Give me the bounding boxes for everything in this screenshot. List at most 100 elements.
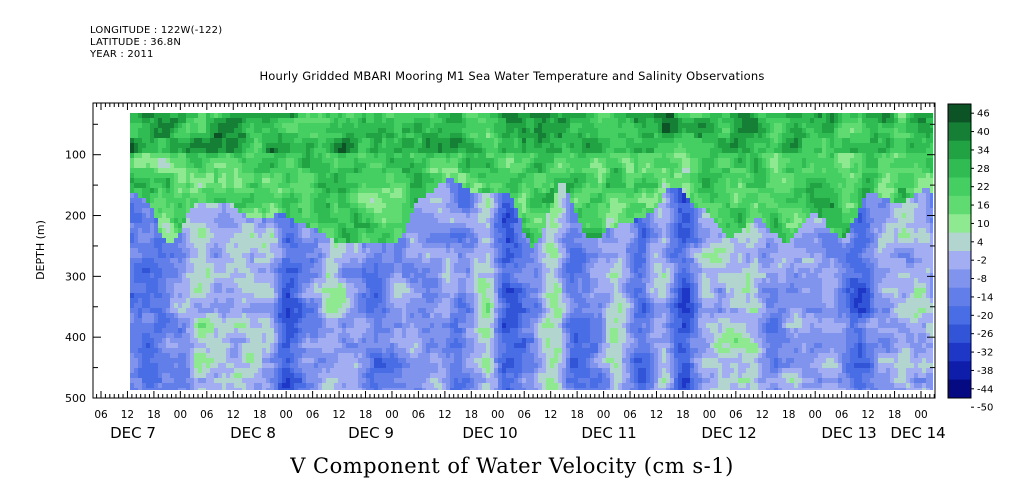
heatmap-cell	[354, 243, 358, 248]
heatmap-cell	[346, 228, 350, 233]
heatmap-cell	[170, 293, 174, 298]
heatmap-cell	[150, 348, 154, 353]
heatmap-cell	[214, 203, 218, 208]
heatmap-cell	[418, 268, 422, 273]
heatmap-cell	[414, 168, 418, 173]
heatmap-cell	[238, 168, 242, 173]
heatmap-cell	[418, 253, 422, 258]
heatmap-cell	[310, 143, 314, 148]
heatmap-cell	[138, 113, 142, 118]
heatmap-cell	[394, 123, 398, 128]
heatmap-cell	[398, 338, 402, 343]
heatmap-cell	[462, 353, 466, 358]
heatmap-cell	[482, 363, 486, 368]
heatmap-cell	[466, 353, 470, 358]
heatmap-cell	[366, 153, 370, 158]
heatmap-cell	[398, 153, 402, 158]
heatmap-cell	[402, 138, 406, 143]
heatmap-cell	[334, 318, 338, 323]
heatmap-cell	[138, 288, 142, 293]
heatmap-cell	[278, 258, 282, 263]
heatmap-cell	[322, 313, 326, 318]
heatmap-cell	[474, 323, 478, 328]
heatmap-cell	[278, 128, 282, 133]
heatmap-cell	[302, 153, 306, 158]
heatmap-cell	[138, 348, 142, 353]
heatmap-cell	[398, 233, 402, 238]
heatmap-cell	[286, 293, 290, 298]
heatmap-cell	[482, 208, 486, 213]
heatmap-cell	[354, 193, 358, 198]
heatmap-cell	[166, 203, 170, 208]
heatmap-cell	[134, 273, 138, 278]
heatmap-cell	[286, 363, 290, 368]
heatmap-cell	[386, 338, 390, 343]
heatmap-cell	[306, 163, 310, 168]
heatmap-cell	[330, 373, 334, 378]
heatmap-cell	[410, 388, 414, 390]
heatmap-cell	[350, 253, 354, 258]
heatmap-cell	[246, 118, 250, 123]
heatmap-cell	[254, 228, 258, 233]
heatmap-cell	[238, 153, 242, 158]
heatmap-cell	[426, 123, 430, 128]
heatmap-cell	[302, 233, 306, 238]
heatmap-cell	[446, 373, 450, 378]
heatmap-cell	[214, 143, 218, 148]
heatmap-cell	[386, 243, 390, 248]
heatmap-cell	[354, 288, 358, 293]
heatmap-cell	[154, 203, 158, 208]
heatmap-cell	[134, 148, 138, 153]
heatmap-cell	[442, 383, 446, 388]
heatmap-cell	[254, 118, 258, 123]
heatmap-cell	[134, 318, 138, 323]
heatmap-cell	[302, 343, 306, 348]
heatmap-cell	[170, 363, 174, 368]
heatmap-cell	[218, 178, 222, 183]
heatmap-cell	[230, 358, 234, 363]
heatmap-cell	[370, 283, 374, 288]
heatmap-cell	[310, 173, 314, 178]
heatmap-cell	[442, 338, 446, 343]
heatmap-cell	[210, 288, 214, 293]
heatmap-cell	[394, 353, 398, 358]
heatmap-cell	[410, 273, 414, 278]
heatmap-cell	[274, 138, 278, 143]
heatmap-cell	[150, 203, 154, 208]
heatmap-cell	[154, 293, 158, 298]
heatmap-cell	[154, 248, 158, 253]
heatmap-cell	[262, 268, 266, 273]
heatmap-cell	[314, 293, 318, 298]
heatmap-cell	[274, 123, 278, 128]
heatmap-cell	[250, 303, 254, 308]
heatmap-cell	[218, 308, 222, 313]
heatmap-cell	[478, 298, 482, 303]
heatmap-cell	[370, 323, 374, 328]
heatmap-cell	[174, 288, 178, 293]
heatmap-cell	[334, 373, 338, 378]
heatmap-cell	[198, 133, 202, 138]
heatmap-cell	[290, 123, 294, 128]
heatmap-cell	[326, 273, 330, 278]
heatmap-cell	[150, 158, 154, 163]
heatmap-cell	[338, 368, 342, 373]
heatmap-cell	[434, 348, 438, 353]
heatmap-cell	[470, 183, 474, 188]
heatmap-cell	[358, 313, 362, 318]
heatmap-cell	[422, 293, 426, 298]
heatmap-cell	[318, 218, 322, 223]
heatmap-cell	[422, 298, 426, 303]
heatmap-cell	[374, 138, 378, 143]
heatmap-cell	[458, 238, 462, 243]
heatmap-cell	[294, 118, 298, 123]
heatmap-cell	[142, 268, 146, 273]
heatmap-cell	[446, 113, 450, 118]
heatmap-cell	[286, 243, 290, 248]
heatmap-cell	[222, 223, 226, 228]
heatmap-cell	[218, 283, 222, 288]
heatmap-cell	[414, 233, 418, 238]
heatmap-cell	[242, 338, 246, 343]
heatmap-cell	[418, 318, 422, 323]
heatmap-cell	[438, 268, 442, 273]
heatmap-cell	[362, 273, 366, 278]
